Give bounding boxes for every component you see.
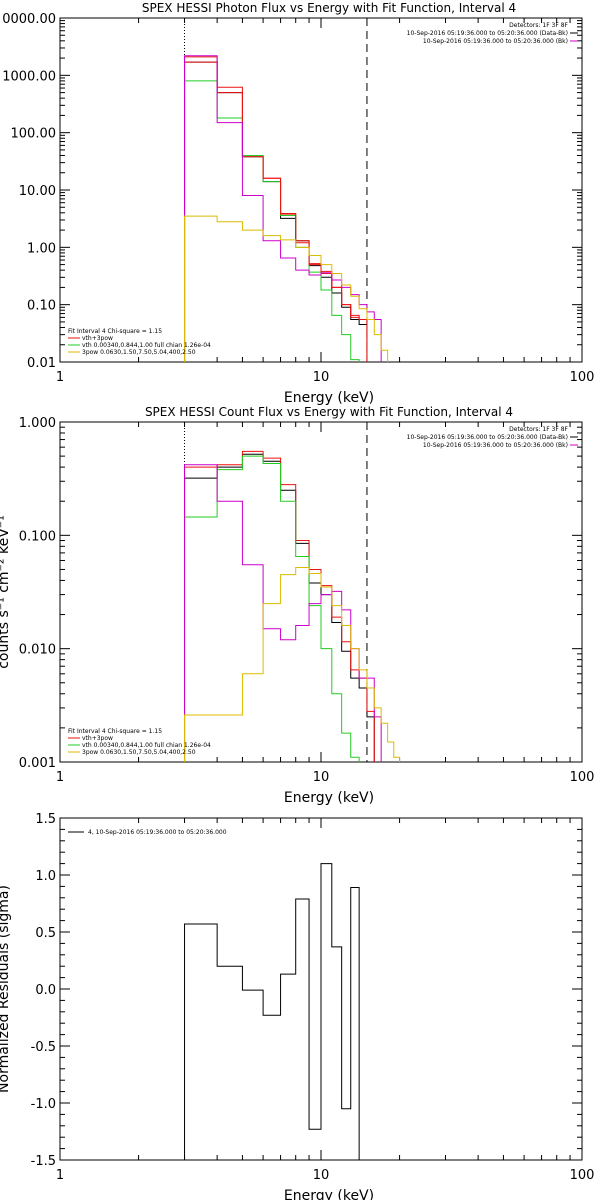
legend-entry: 10-Sep-2016 05:19:36.000 to 05:20:36.000… [407, 434, 568, 441]
x-tick-label: 1 [56, 1168, 64, 1183]
y-tick-label: 0.01 [27, 356, 56, 371]
series-group [184, 55, 389, 362]
legend-entry: Fit Interval 4 Chi-square = 1.15 [68, 728, 162, 735]
y-tick-label: 0.010 [19, 643, 56, 658]
y-tick-label: 1.5 [35, 812, 56, 827]
series-4-histogram [184, 56, 368, 362]
chart-panel-2: SPEX HESSI Count Flux vs Energy with Fit… [0, 405, 594, 806]
legend-entry: vth+3pow [82, 335, 113, 342]
chart-title: SPEX HESSI Photon Flux vs Energy with Fi… [142, 1, 516, 15]
x-tick-label: 100 [570, 370, 595, 385]
x-axis-label: Energy (keV) [284, 1188, 374, 1200]
legend-entry: 4, 10-Sep-2016 05:19:36.000 to 05:20:36.… [88, 829, 227, 836]
legend-entry: 10-Sep-2016 05:19:36.000 to 05:20:36.000… [423, 442, 568, 449]
x-axis-label: Energy (keV) [284, 390, 374, 406]
y-axis-label: Normalized Residuals (sigma) [0, 885, 12, 1093]
series-1-histogram [184, 61, 368, 362]
series-group [184, 450, 401, 762]
legend-entry: Detectors: 1F 3F 8F [509, 22, 568, 29]
legend-entry: vth 0.00340,0.844,1.00 full chian 1.26e-… [82, 742, 211, 749]
series-2-histogram [184, 61, 368, 362]
x-tick-label: 100 [570, 770, 595, 785]
y-tick-label: 0.0 [35, 983, 56, 998]
y-tick-label: 1.000 [19, 416, 56, 431]
chart-panel-3: 1 10 100 -1.5 -1.0 -0.5 0.0 0.5 1.0 1.5 Energy (ke… [0, 812, 594, 1200]
x-axis-label: Energy (keV) [284, 790, 374, 806]
x-tick-label: 100 [570, 1168, 595, 1183]
chart-panel-1: SPEX HESSI Photon Flux vs Energy with Fi… [2, 1, 594, 406]
legend-entry: 10-Sep-2016 05:19:36.000 to 05:20:36.000… [407, 30, 568, 37]
legend-entry: vth+3pow [82, 735, 113, 742]
series-4-histogram [184, 464, 382, 762]
legend-entry: vth 0.00340,0.844,1.00 full chian 1.26e-… [82, 342, 211, 349]
series-6-histogram [184, 215, 389, 362]
legend-entry: 3pow 0.0630,1.50,7.50,5.04,400,2.50 [82, 349, 196, 356]
series-3-histogram [184, 455, 360, 762]
x-tick-label: 10 [313, 1168, 330, 1183]
y-tick-label: 100.00 [11, 127, 57, 142]
series-group [184, 863, 360, 1160]
legend-entry: 3pow 0.0630,1.50,7.50,5.04,400,2.50 [82, 749, 196, 756]
y-tick-label: -1.5 [31, 1154, 56, 1169]
series-5-histogram [184, 567, 401, 762]
series-3-histogram [184, 80, 360, 362]
series-1-histogram [184, 453, 375, 762]
y-tick-label: 1.00 [27, 241, 56, 256]
y-tick-label: 0.100 [19, 529, 56, 544]
x-tick-label: 10 [313, 370, 330, 385]
plot-frame [59, 17, 583, 363]
y-tick-label: 0.001 [19, 756, 56, 771]
y-tick-label: 0.5 [35, 926, 56, 941]
x-tick-label: 10 [313, 770, 330, 785]
y-tick-label: 0000.00 [2, 12, 56, 27]
legend-entry: Detectors: 1F 3F 8F [509, 426, 568, 433]
legend-entry: 10-Sep-2016 05:19:36.000 to 05:20:36.000… [423, 38, 568, 45]
legend-entry: Fit Interval 4 Chi-square = 1.15 [68, 328, 162, 335]
x-tick-label: 1 [56, 370, 64, 385]
y-tick-label: 1000.00 [2, 69, 56, 84]
x-tick-label: 1 [56, 770, 64, 785]
y-tick-label: 10.00 [19, 184, 56, 199]
y-tick-label: 1.0 [35, 869, 56, 884]
y-axis-label: counts s⁻¹ cm⁻² keV⁻¹ [0, 515, 12, 669]
series-5-histogram [184, 55, 382, 362]
chart-title: SPEX HESSI Count Flux vs Energy with Fit… [145, 405, 513, 419]
series-1-histogram [184, 863, 360, 1160]
y-tick-label: 0.10 [27, 299, 56, 314]
y-tick-label: -1.0 [31, 1097, 56, 1112]
series-2-histogram [184, 450, 375, 762]
y-tick-label: -0.5 [31, 1040, 56, 1055]
